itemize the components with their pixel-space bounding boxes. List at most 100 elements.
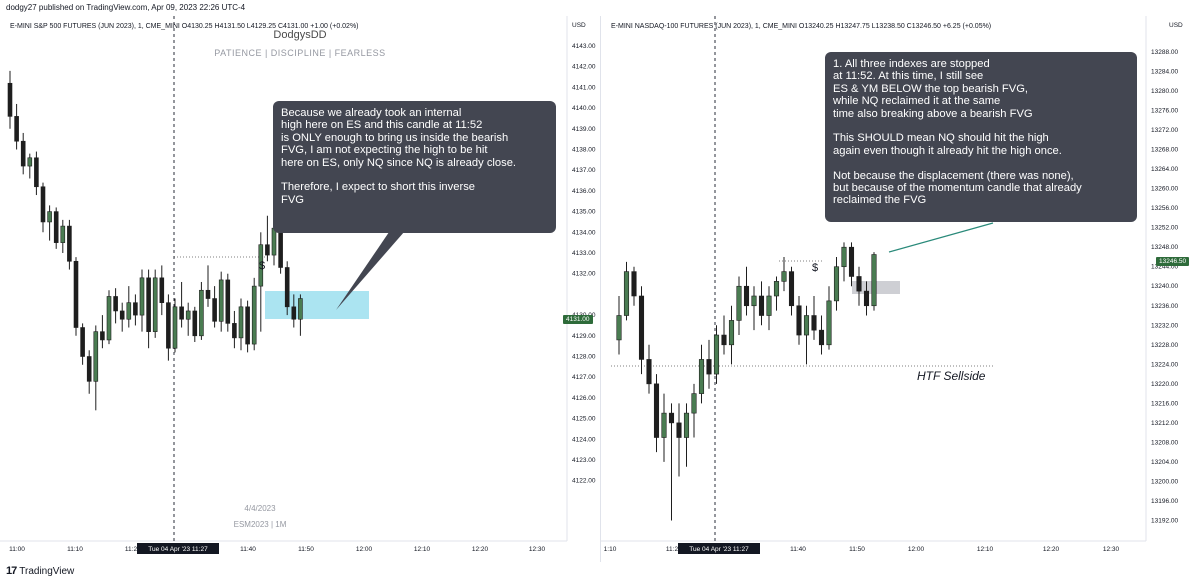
price-axis-label: 13208.00: [1151, 439, 1178, 446]
time-axis-label: 11:10: [67, 546, 83, 553]
price-axis-label: 13192.00: [1151, 517, 1178, 524]
price-axis-label: 4142.00: [572, 64, 596, 71]
candle-body: [179, 306, 184, 320]
price-axis-label: 13220.00: [1151, 381, 1178, 388]
nq-chart-pane[interactable]: 13288.00 13284.00 13280.00 13276.00 13272.00…: [600, 16, 1200, 562]
time-axis-label: 12:10: [977, 546, 994, 553]
htf-sellside-label: HTF Sellside: [917, 369, 986, 383]
price-axis-label: 13212.00: [1151, 420, 1178, 427]
candle-body: [47, 211, 52, 223]
price-axis-label: 13280.00: [1151, 88, 1178, 95]
candle-body: [706, 359, 712, 375]
candle-body: [80, 327, 85, 357]
candle-body: [788, 271, 795, 307]
candle-body: [661, 412, 667, 438]
price-axis-label: 4122.00: [572, 478, 596, 485]
nq-chart-canvas[interactable]: 13288.00 13284.00 13280.00 13276.00 13272.00…: [601, 16, 1200, 562]
candle-body: [251, 285, 257, 345]
candle-body: [245, 306, 250, 345]
price-axis-label: 13288.00: [1151, 49, 1178, 56]
time-axis-label: 12:30: [529, 546, 546, 553]
candle-body: [27, 157, 33, 167]
candle-body: [238, 306, 244, 339]
price-axis-label: 4137.00: [572, 167, 596, 174]
es-callout-note[interactable]: Because we already took an internal high…: [273, 101, 556, 233]
price-axis-label: 13232.00: [1151, 322, 1178, 329]
time-axis-label: 11:40: [240, 546, 256, 553]
nq-legend: E-MINI NASDAQ-100 FUTURES (JUN 2023), 1,…: [611, 23, 992, 30]
price-axis-label: 4135.00: [572, 209, 596, 216]
price-axis-label: 4136.00: [572, 188, 596, 195]
callout-pointer-line: [888, 222, 994, 253]
candle-body: [159, 277, 165, 303]
price-axis-label: 13268.00: [1151, 147, 1178, 154]
nq-currency-label: USD: [1169, 22, 1183, 29]
bearish-fvg-box: [265, 291, 369, 319]
candle-body: [291, 306, 297, 320]
candle-body: [93, 331, 99, 382]
crosshair-time-badge: [678, 543, 760, 554]
nq-last-price-tag: 13246.50: [1156, 257, 1190, 266]
callout-pointer: [336, 216, 418, 310]
price-axis-label: 4127.00: [572, 374, 596, 381]
candle-body: [713, 334, 720, 375]
candle-body: [218, 279, 224, 322]
tradingview-brand[interactable]: 17 TradingView: [6, 565, 74, 577]
candle-body: [40, 186, 46, 223]
price-axis-label: 13260.00: [1151, 186, 1178, 193]
price-axis-label: 4140.00: [572, 105, 596, 112]
time-axis-label: 11:50: [298, 546, 314, 553]
candle-body: [14, 116, 19, 142]
price-axis-label: 13236.00: [1151, 303, 1178, 310]
candle-body: [298, 298, 303, 320]
watermark-subtitle: PATIENCE | DISCIPLINE | FEARLESS: [214, 48, 386, 58]
candle-body: [781, 271, 787, 282]
price-axis-label: 4134.00: [572, 229, 596, 236]
candle-body: [139, 277, 145, 316]
nq-dollar-mark: $: [812, 262, 819, 274]
candle-body: [100, 331, 105, 341]
candle-body: [683, 412, 690, 438]
price-axis-label: 13256.00: [1151, 205, 1178, 212]
candle-body: [848, 246, 855, 277]
candle-body: [863, 290, 870, 307]
time-axis-label: 11:40: [790, 546, 806, 553]
candle-body: [623, 271, 630, 316]
price-axis-label: 13204.00: [1151, 459, 1178, 466]
candle-body: [728, 320, 735, 346]
price-axis-label: 13196.00: [1151, 498, 1178, 505]
candle-body: [803, 315, 810, 336]
candle-body: [152, 277, 158, 332]
candle-body: [225, 279, 231, 324]
candle-body: [106, 296, 112, 341]
candle-body: [766, 295, 772, 316]
candle-body: [7, 82, 13, 117]
candle-body: [721, 334, 727, 346]
price-axis-label: 13200.00: [1151, 478, 1178, 485]
crosshair-time-badge: [137, 543, 219, 554]
candle-body: [751, 295, 757, 307]
candle-body: [212, 298, 217, 322]
price-axis-label: 4143.00: [572, 43, 596, 50]
crosshair-time-label: Tue 04 Apr '23 11:27: [148, 546, 208, 553]
candle-body: [856, 276, 862, 292]
candle-body: [146, 277, 151, 332]
candle-body: [758, 295, 765, 316]
time-axis-label: 1:10: [604, 546, 617, 553]
time-axis-label: 12:10: [414, 546, 431, 553]
time-axis-label: 11:2: [666, 546, 679, 553]
footer-bar: 17 TradingView: [0, 562, 1200, 580]
nq-callout-note[interactable]: 1. All three indexes are stopped at 11:5…: [825, 52, 1137, 222]
tradingview-brand-text: TradingView: [19, 565, 75, 577]
time-axis-label: 12:20: [1043, 546, 1060, 553]
price-axis-label: 13228.00: [1151, 342, 1178, 349]
price-axis-label: 13224.00: [1151, 361, 1178, 368]
candle-body: [616, 315, 622, 341]
candle-body: [284, 267, 290, 308]
candle-body: [205, 289, 211, 299]
es-chart-canvas[interactable]: 4143.00 4142.00 4141.00 4140.00 4139.00 4138.…: [0, 16, 600, 562]
es-chart-pane[interactable]: 4143.00 4142.00 4141.00 4140.00 4139.00 4138.…: [0, 16, 600, 562]
candle-body: [126, 302, 132, 320]
candle-body: [653, 383, 660, 438]
candle-body: [53, 211, 59, 243]
